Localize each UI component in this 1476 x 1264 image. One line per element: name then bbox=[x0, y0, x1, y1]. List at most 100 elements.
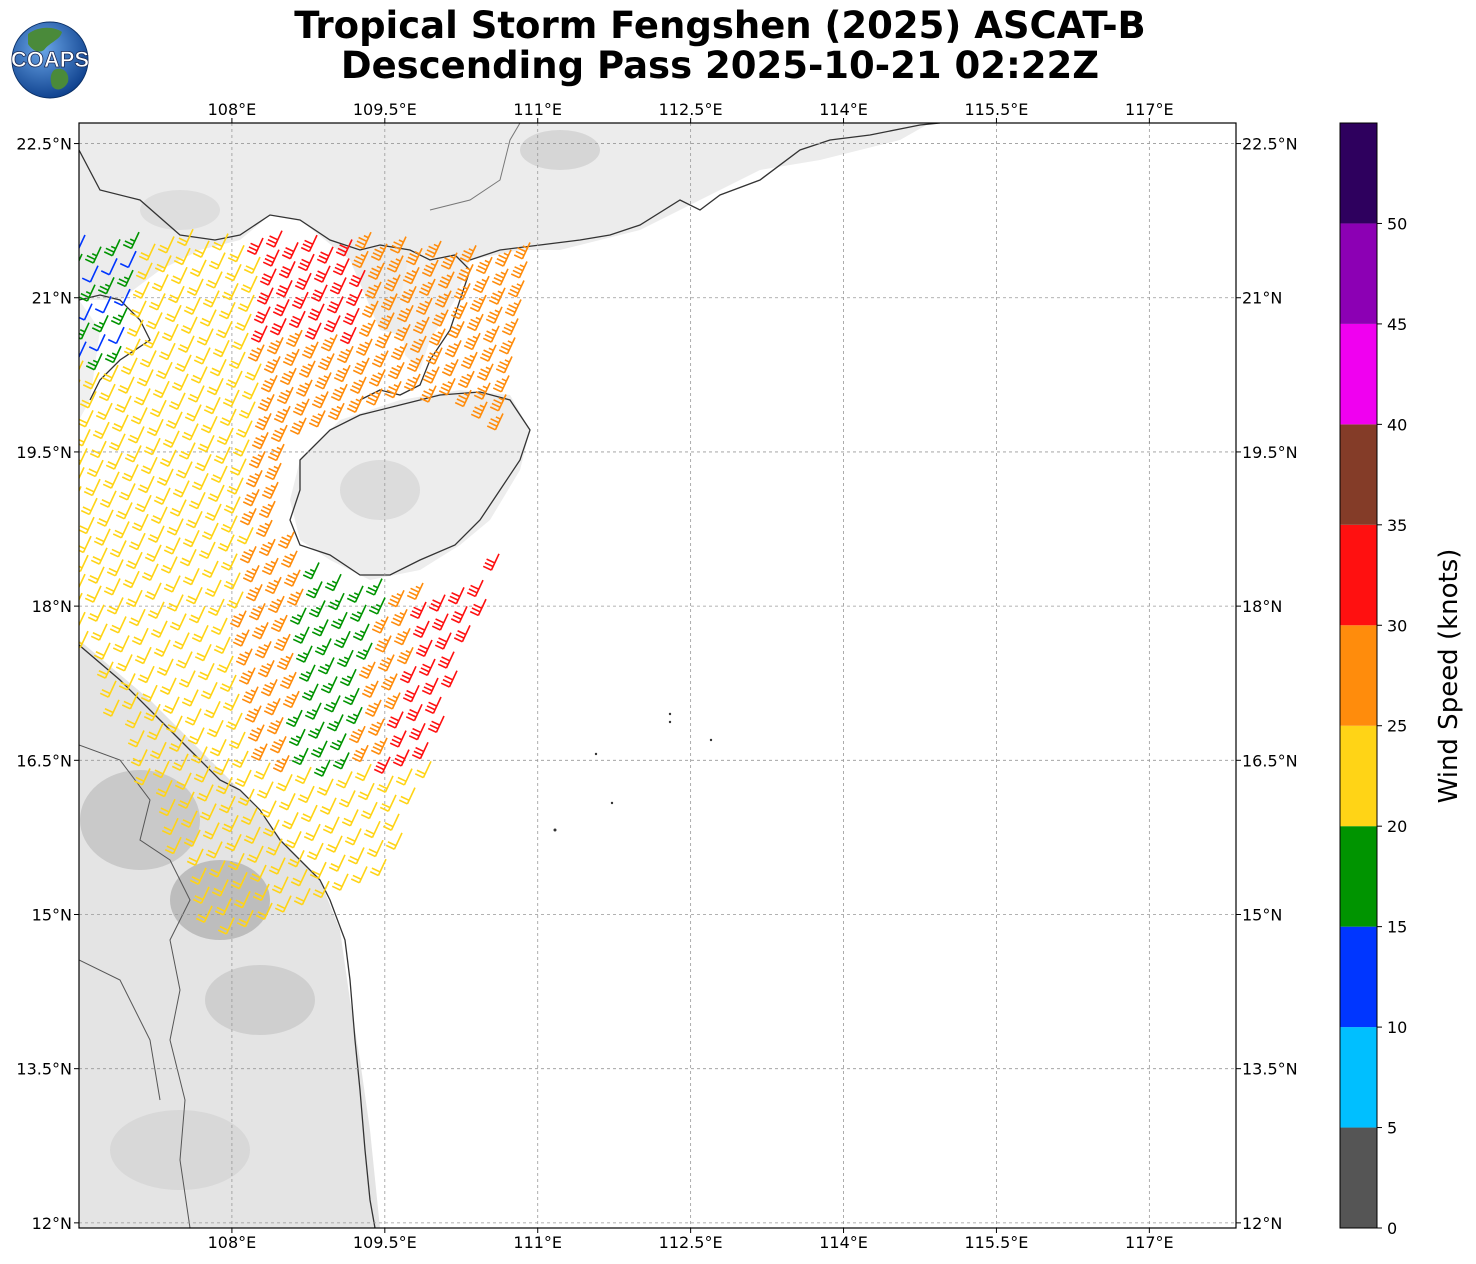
wind-barb bbox=[171, 753, 189, 771]
wind-barb bbox=[256, 781, 274, 799]
wind-barb bbox=[323, 695, 341, 713]
wind-barb bbox=[159, 677, 177, 695]
wind-barb bbox=[376, 775, 394, 793]
wind-barb bbox=[267, 595, 285, 614]
wind-barb bbox=[193, 347, 211, 365]
wind-barb bbox=[91, 315, 109, 333]
wind-barb bbox=[197, 662, 215, 681]
colorbar-tick-label: 0 bbox=[1387, 1219, 1397, 1238]
wind-barb bbox=[255, 519, 273, 538]
wind-barb bbox=[115, 502, 133, 520]
wind-barb bbox=[365, 578, 383, 596]
lon-label-bottom: 117°E bbox=[1125, 1233, 1174, 1252]
wind-barb bbox=[295, 379, 313, 397]
wind-barb bbox=[95, 402, 113, 421]
wind-barb bbox=[150, 506, 168, 524]
wind-barb bbox=[470, 401, 488, 419]
wind-barb bbox=[348, 725, 366, 744]
wind-barb bbox=[289, 417, 307, 435]
wind-barb bbox=[96, 509, 114, 527]
wind-barb bbox=[425, 347, 443, 365]
lon-label-top: 115.5°E bbox=[964, 100, 1028, 119]
wind-barb bbox=[434, 632, 452, 650]
wind-barb bbox=[188, 491, 206, 510]
wind-barb bbox=[191, 624, 209, 643]
wind-barb bbox=[90, 623, 108, 641]
wind-barb bbox=[335, 771, 353, 789]
lat-label-right: 13.5°N bbox=[1242, 1060, 1298, 1079]
wind-barb bbox=[232, 629, 250, 647]
wind-barb bbox=[201, 560, 219, 579]
wind-barb bbox=[418, 658, 436, 677]
wind-barb bbox=[79, 303, 93, 321]
wind-barb bbox=[294, 766, 312, 785]
wind-barb bbox=[258, 500, 276, 519]
wind-barb bbox=[371, 350, 389, 368]
colorbar-segment bbox=[1340, 625, 1377, 726]
wind-barb bbox=[213, 636, 231, 655]
border-line-2 bbox=[79, 959, 161, 1101]
wind-barb bbox=[418, 278, 436, 297]
wind-barb bbox=[387, 589, 405, 608]
wind-barb bbox=[90, 547, 108, 565]
wind-barb bbox=[235, 420, 253, 438]
wind-barb bbox=[154, 255, 172, 273]
wind-barb bbox=[171, 373, 189, 391]
wind-barb bbox=[237, 294, 255, 313]
wind-barb bbox=[463, 332, 481, 351]
wind-barb bbox=[181, 423, 199, 441]
wind-barb bbox=[177, 335, 195, 353]
colorbar-tick-label: 15 bbox=[1387, 918, 1407, 937]
wind-barb bbox=[237, 788, 255, 807]
wind-barb bbox=[402, 684, 420, 703]
wind-barb bbox=[223, 572, 241, 590]
wind-barb bbox=[390, 342, 408, 361]
wind-barb bbox=[303, 823, 321, 842]
wind-barb bbox=[252, 883, 270, 902]
wind-barb bbox=[294, 272, 312, 291]
wind-barb bbox=[142, 331, 160, 349]
wind-barb bbox=[168, 734, 186, 752]
wind-barb bbox=[293, 888, 311, 906]
lon-label-bottom: 108°E bbox=[208, 1233, 257, 1252]
wind-barb bbox=[398, 787, 416, 805]
wind-barb bbox=[238, 667, 256, 685]
wind-barb bbox=[412, 620, 430, 639]
wind-barb bbox=[181, 689, 199, 707]
wind-barb bbox=[319, 797, 337, 815]
wind-barb bbox=[158, 342, 176, 361]
wind-barb bbox=[87, 566, 105, 584]
wind-barb bbox=[178, 442, 196, 460]
wind-barb bbox=[93, 528, 111, 546]
wind-barb bbox=[130, 407, 148, 425]
wind-barb bbox=[229, 458, 247, 476]
wind-barb bbox=[310, 740, 328, 758]
wind-barb bbox=[227, 244, 245, 263]
land-leizhou bbox=[400, 250, 470, 370]
wind-barb bbox=[393, 627, 411, 646]
wind-barb bbox=[482, 325, 500, 343]
colorbar-segment bbox=[1340, 926, 1377, 1028]
wind-barb bbox=[466, 579, 484, 598]
lat-label-right: 15°N bbox=[1242, 905, 1282, 924]
wind-barb bbox=[144, 544, 162, 562]
wind-barb bbox=[137, 475, 155, 494]
land-china bbox=[79, 123, 930, 340]
coastline-vietnam-north bbox=[79, 294, 151, 401]
lat-label-right: 21°N bbox=[1242, 289, 1282, 308]
wind-barb bbox=[357, 782, 375, 801]
wind-barb bbox=[440, 670, 458, 688]
wind-barb bbox=[346, 395, 364, 413]
wind-barb bbox=[161, 817, 179, 836]
wind-barb bbox=[106, 597, 124, 615]
wind-barb bbox=[226, 477, 244, 495]
wind-barb bbox=[412, 316, 430, 335]
wind-barb bbox=[348, 269, 366, 288]
wind-barb bbox=[494, 249, 512, 267]
wind-barb bbox=[233, 890, 251, 909]
wind-barb bbox=[259, 800, 277, 818]
wind-barb bbox=[251, 622, 269, 640]
wind-barb bbox=[403, 373, 421, 392]
wind-barb bbox=[322, 816, 340, 834]
